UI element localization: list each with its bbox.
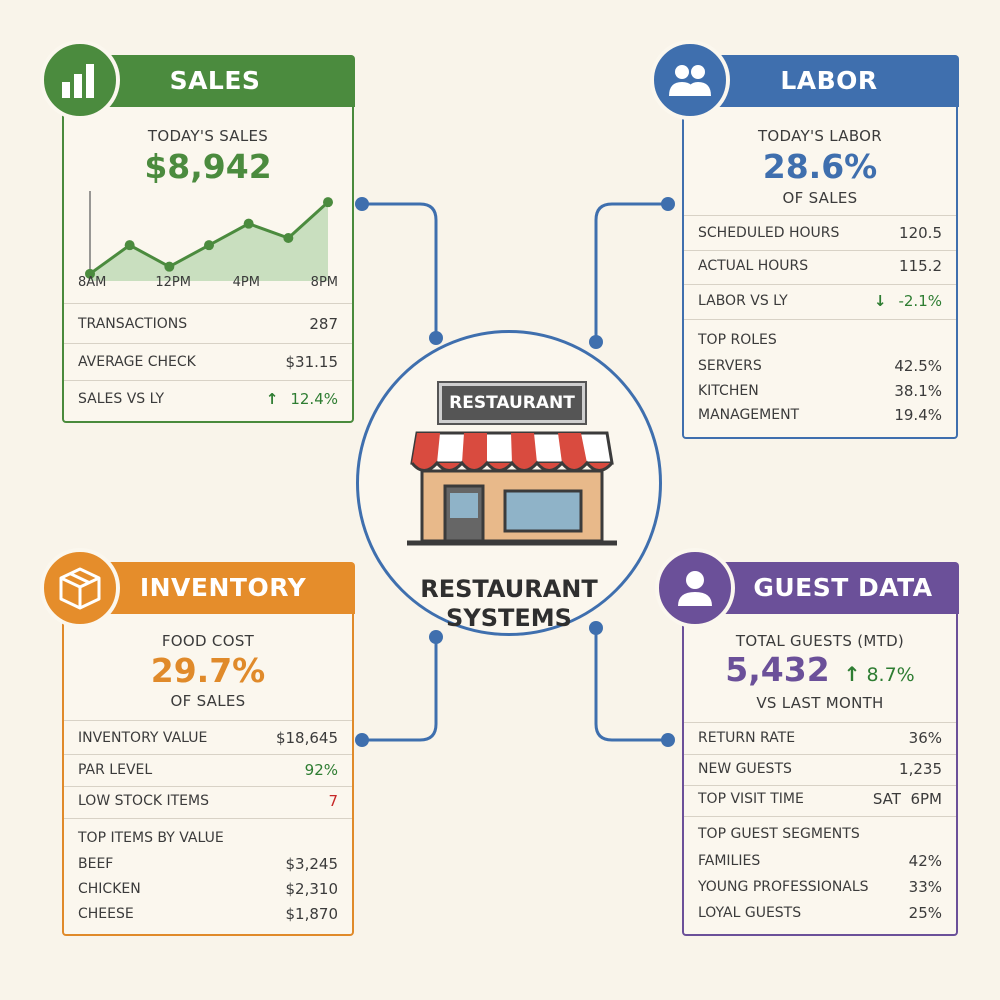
sales-kpi-value: $8,942 <box>144 147 272 186</box>
inventory-kpi-label: FOOD COST <box>161 632 255 650</box>
labor-kpi-value: 28.6% <box>762 147 878 186</box>
guest-card: GUEST DATA TOTAL GUESTS (MTD) 5,432 ↑ 8.… <box>681 561 959 936</box>
labor-kpi-label: TODAY'S LABOR <box>757 127 883 145</box>
inventory-row-value: INVENTORY VALUE $18,645 <box>78 729 338 747</box>
labor-row-vs-ly: LABOR VS LY ↓ -2.1% <box>698 292 942 310</box>
inventory-item-row: CHEESE $1,870 <box>78 905 338 923</box>
guest-row-new: NEW GUESTS 1,235 <box>698 760 942 778</box>
guest-row-return-rate: RETURN RATE 36% <box>698 729 942 747</box>
guest-kpi-label: TOTAL GUESTS (MTD) <box>735 632 905 650</box>
guest-kpi-change: 8.7% <box>866 664 915 686</box>
labor-role-row: MANAGEMENT 19.4% <box>698 406 942 424</box>
guest-kpi-line: 5,432 ↑ 8.7% <box>684 650 956 689</box>
chart-tick-label: 8PM <box>310 275 338 290</box>
inventory-item-row: BEEF $3,245 <box>78 855 338 873</box>
center-title: RESTAURANT SYSTEMS <box>420 575 598 632</box>
inventory-kpi-sub: OF SALES <box>170 692 246 710</box>
guest-segment-row: LOYAL GUESTS 25% <box>698 904 942 922</box>
guest-segments-title: TOP GUEST SEGMENTS <box>698 826 860 842</box>
chart-point <box>124 240 135 251</box>
box-icon <box>59 567 101 610</box>
chart-point <box>204 240 214 251</box>
labor-roles-title: TOP ROLES <box>698 332 777 348</box>
sales-row-transactions: TRANSACTIONS 287 <box>78 315 338 333</box>
trend-up-icon: ↑ <box>265 390 279 408</box>
sales-chart <box>85 191 333 281</box>
chart-point <box>243 218 254 229</box>
inventory-items-title: TOP ITEMS BY VALUE <box>78 830 224 846</box>
guest-badge <box>655 548 735 628</box>
sales-card: SALES TODAY'S SALES $8,942 8AM 12PM 4PM 8PM… <box>61 54 355 423</box>
chart-point <box>85 268 95 279</box>
sales-kpi-label: TODAY'S SALES <box>147 127 269 145</box>
sales-badge <box>40 40 120 120</box>
chart-tick-label: 12PM <box>155 275 191 290</box>
chart-tick-label: 8AM <box>78 275 107 290</box>
inventory-row-low-stock: LOW STOCK ITEMS 7 <box>78 792 338 810</box>
trend-down-icon: ↓ <box>873 292 887 310</box>
person-icon <box>678 571 712 606</box>
guest-kpi-value: 5,432 <box>725 650 830 689</box>
chart-tick-label: 4PM <box>232 275 260 290</box>
labor-badge <box>650 40 730 120</box>
guest-segment-row: FAMILIES 42% <box>698 852 942 870</box>
chart-point <box>323 197 333 208</box>
labor-row-scheduled: SCHEDULED HOURS 120.5 <box>698 224 942 242</box>
sales-row-average-check: AVERAGE CHECK $31.15 <box>78 353 338 371</box>
chart-area <box>90 202 328 281</box>
guest-kpi-sub: VS LAST MONTH <box>756 694 884 712</box>
center-hub: RESTAURANT RESTAURANT SYSTEMS <box>356 330 662 636</box>
storefront-icon <box>407 431 617 546</box>
sign-text: RESTAURANT <box>449 393 575 413</box>
labor-header: LABOR <box>681 54 959 107</box>
labor-row-actual: ACTUAL HOURS 115.2 <box>698 257 942 275</box>
labor-role-row: SERVERS 42.5% <box>698 357 942 375</box>
sales-tick-labels: 8AM 12PM 4PM 8PM <box>78 275 338 293</box>
bar-chart-icon <box>62 64 94 98</box>
labor-kpi-sub: OF SALES <box>782 189 858 207</box>
chart-point <box>164 261 175 272</box>
guest-row-visit-time: TOP VISIT TIME SAT 6PM <box>698 790 942 808</box>
inventory-kpi-value: 29.7% <box>150 651 266 690</box>
labor-role-row: KITCHEN 38.1% <box>698 382 942 400</box>
restaurant-sign: RESTAURANT <box>437 381 587 425</box>
inventory-row-par: PAR LEVEL 92% <box>78 761 338 779</box>
guest-segment-row: YOUNG PROFESSIONALS 33% <box>698 878 942 896</box>
chart-point <box>283 233 294 243</box>
inventory-item-row: CHICKEN $2,310 <box>78 880 338 898</box>
trend-up-icon: ↑ <box>843 662 861 686</box>
inventory-card: INVENTORY FOOD COST 29.7% OF SALES INVEN… <box>61 561 355 936</box>
sales-row-vs-ly: SALES VS LY ↑ 12.4% <box>78 390 338 408</box>
users-icon <box>669 65 711 96</box>
inventory-badge <box>40 548 120 628</box>
labor-card: LABOR TODAY'S LABOR 28.6% OF SALES SCHED… <box>681 54 959 439</box>
